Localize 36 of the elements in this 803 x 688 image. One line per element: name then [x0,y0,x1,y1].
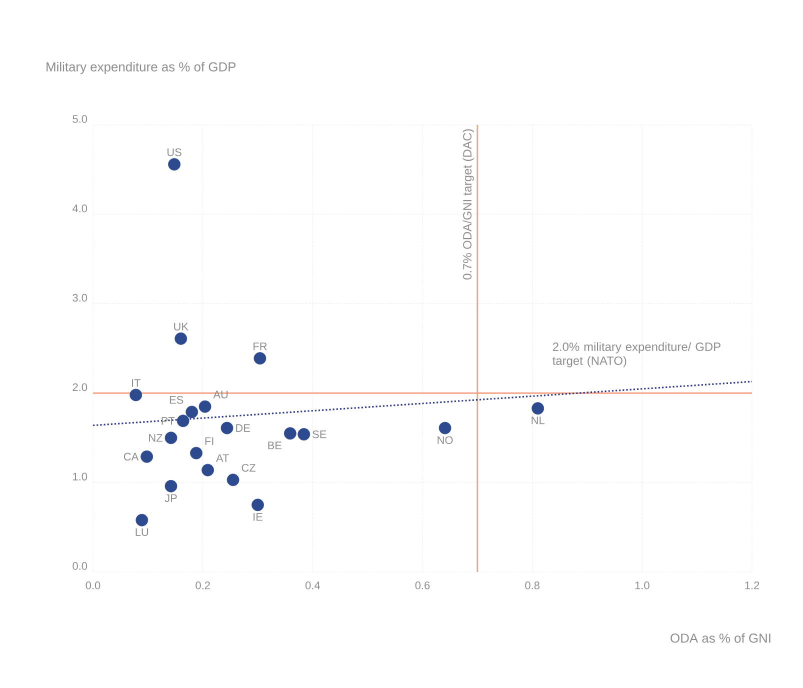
y-tick-label: 4.0 [72,204,88,212]
annotation: UK [174,322,188,330]
annotation: CZ [242,464,256,472]
annotation: BE [268,442,282,450]
annotation: IE [254,513,262,521]
annotation: NL [532,416,544,424]
annotation: CA [124,452,139,461]
x-tick-label: 0.0 [86,582,100,590]
ref-line-label: 2.0% military expenditure/ GDP target (NATO) [552,342,720,368]
annotation: JP [164,494,177,502]
ref-line-label: 0.7% ODA/GNI target (DAC) [462,129,474,280]
annotation: SE [312,430,326,438]
annotation: AT [216,454,229,462]
x-tick-label: 1.0 [635,582,650,590]
x-tick-label: 0.8 [525,582,540,590]
annotation: FR [254,342,267,350]
y-tick-label: 1.0 [73,472,88,480]
x-tick-label: 1.2 [745,582,760,590]
y-axis-title: Military expenditure as % of GDP [46,62,236,74]
annotation: IT [132,379,140,387]
y-tick-label: 0.0 [72,562,88,570]
x-tick-label: 0.6 [415,582,430,590]
annotation: ES [170,396,184,404]
annotation: DE [236,424,250,432]
y-tick-label: 3.0 [72,294,88,302]
annotation: FI [205,437,214,445]
annotation: US [168,148,182,156]
x-tick-label: 0.4 [305,582,320,590]
x-tick-label: 0.2 [196,582,210,590]
annotation: NZ [149,434,162,442]
annotation: NO [438,436,453,444]
y-tick-label: 2.0 [72,383,88,392]
y-tick-label: 5.0 [72,115,88,123]
annotation: LU [136,528,148,536]
annotation: PT [162,417,175,425]
x-axis-title: ODA as % of GNI [670,633,770,643]
